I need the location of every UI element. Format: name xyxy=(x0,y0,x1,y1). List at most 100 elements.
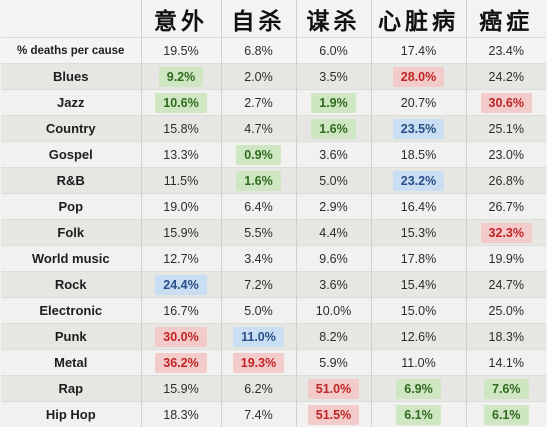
highlighted-value: 10.6% xyxy=(155,93,206,113)
value-cell: 18.3% xyxy=(466,324,546,350)
value-cell: 16.4% xyxy=(371,194,466,220)
value-cell: 13.3% xyxy=(141,142,221,168)
highlighted-value: 28.0% xyxy=(393,67,444,87)
cell-value: 5.5% xyxy=(244,226,273,240)
value-cell: 14.1% xyxy=(466,350,546,376)
value-cell: 4.4% xyxy=(296,220,371,246)
cell-value: 2.0% xyxy=(244,70,273,84)
cell-value: 16.4% xyxy=(401,200,436,214)
column-header-homicide: 谋杀 xyxy=(296,0,371,38)
highlighted-value: 23.5% xyxy=(393,119,444,139)
cell-value: 15.8% xyxy=(163,122,198,136)
value-cell: 2.9% xyxy=(296,194,371,220)
value-cell: 17.8% xyxy=(371,246,466,272)
highlighted-value: 36.2% xyxy=(155,353,206,373)
cell-value: 2.9% xyxy=(319,200,348,214)
highlighted-value: 6.9% xyxy=(396,379,441,399)
value-cell: 2.7% xyxy=(221,90,296,116)
value-cell: 5.0% xyxy=(221,298,296,324)
value-cell: 15.4% xyxy=(371,272,466,298)
value-cell: 5.0% xyxy=(296,168,371,194)
genre-label: World music xyxy=(1,246,141,272)
value-cell: 30.0% xyxy=(141,324,221,350)
cell-value: 13.3% xyxy=(163,148,198,162)
value-cell: 15.3% xyxy=(371,220,466,246)
cell-value: 3.4% xyxy=(244,252,273,266)
cell-value: 2.7% xyxy=(244,96,273,110)
value-cell: 19.3% xyxy=(221,350,296,376)
cell-value: 18.3% xyxy=(489,330,524,344)
value-cell: 30.6% xyxy=(466,90,546,116)
highlighted-value: 7.6% xyxy=(484,379,529,399)
value-cell: 19.0% xyxy=(141,194,221,220)
cell-value: 7.2% xyxy=(244,278,273,292)
cell-value: 19.9% xyxy=(489,252,524,266)
highlighted-value: 32.3% xyxy=(481,223,532,243)
genre-label: Electronic xyxy=(1,298,141,324)
table-row: World music 12.7% 3.4% 9.6% 17.8% 19.9% xyxy=(1,246,546,272)
genre-label: Folk xyxy=(1,220,141,246)
cell-value: 5.9% xyxy=(319,356,348,370)
genre-label: Punk xyxy=(1,324,141,350)
cell-value: 23.0% xyxy=(489,148,524,162)
value-cell: 6.2% xyxy=(221,376,296,402)
value-cell: 4.7% xyxy=(221,116,296,142)
value-cell: 15.0% xyxy=(371,298,466,324)
highlighted-value: 23.2% xyxy=(393,171,444,191)
value-cell: 51.5% xyxy=(296,402,371,427)
value-cell: 20.7% xyxy=(371,90,466,116)
genre-label: Blues xyxy=(1,64,141,90)
cell-value: 25.0% xyxy=(489,304,524,318)
cell-value: 4.7% xyxy=(244,122,273,136)
value-cell: 51.0% xyxy=(296,376,371,402)
total-row-label: % deaths per cause xyxy=(1,38,141,64)
highlighted-value: 6.1% xyxy=(396,405,441,425)
highlighted-value: 51.5% xyxy=(308,405,359,425)
cell-value: 3.5% xyxy=(319,70,348,84)
total-row: % deaths per cause 19.5% 6.8% 6.0% 17.4%… xyxy=(1,38,546,64)
cell-value: 8.2% xyxy=(319,330,348,344)
value-cell: 12.7% xyxy=(141,246,221,272)
value-cell: 10.0% xyxy=(296,298,371,324)
value-cell: 9.2% xyxy=(141,64,221,90)
value-cell: 1.9% xyxy=(296,90,371,116)
cell-value: 24.2% xyxy=(489,70,524,84)
cell-value: 9.6% xyxy=(319,252,348,266)
cell-value: 15.4% xyxy=(401,278,436,292)
value-cell: 10.6% xyxy=(141,90,221,116)
highlighted-value: 9.2% xyxy=(159,67,204,87)
value-cell: 3.6% xyxy=(296,272,371,298)
value-cell: 6.1% xyxy=(466,402,546,427)
cell-value: 12.7% xyxy=(163,252,198,266)
genre-label: Rap xyxy=(1,376,141,402)
value-cell: 15.9% xyxy=(141,376,221,402)
value-cell: 26.7% xyxy=(466,194,546,220)
column-header-accident: 意外 xyxy=(141,0,221,38)
total-cell: 19.5% xyxy=(141,38,221,64)
cell-value: 12.6% xyxy=(401,330,436,344)
cell-value: 24.7% xyxy=(489,278,524,292)
table-row: Blues 9.2% 2.0% 3.5% 28.0% 24.2% xyxy=(1,64,546,90)
value-cell: 24.2% xyxy=(466,64,546,90)
value-cell: 23.2% xyxy=(371,168,466,194)
cell-value: 19.0% xyxy=(163,200,198,214)
value-cell: 12.6% xyxy=(371,324,466,350)
cell-value: 18.3% xyxy=(163,408,198,422)
value-cell: 24.7% xyxy=(466,272,546,298)
cell-value: 18.5% xyxy=(401,148,436,162)
corner-header xyxy=(1,0,141,38)
column-header-suicide: 自杀 xyxy=(221,0,296,38)
cell-value: 11.5% xyxy=(164,174,199,188)
value-cell: 11.5% xyxy=(141,168,221,194)
cell-value: 14.1% xyxy=(489,356,524,370)
value-cell: 25.0% xyxy=(466,298,546,324)
value-cell: 7.4% xyxy=(221,402,296,427)
cell-value: 6.4% xyxy=(244,200,273,214)
value-cell: 18.5% xyxy=(371,142,466,168)
cell-value: 4.4% xyxy=(319,226,348,240)
highlighted-value: 19.3% xyxy=(233,353,284,373)
